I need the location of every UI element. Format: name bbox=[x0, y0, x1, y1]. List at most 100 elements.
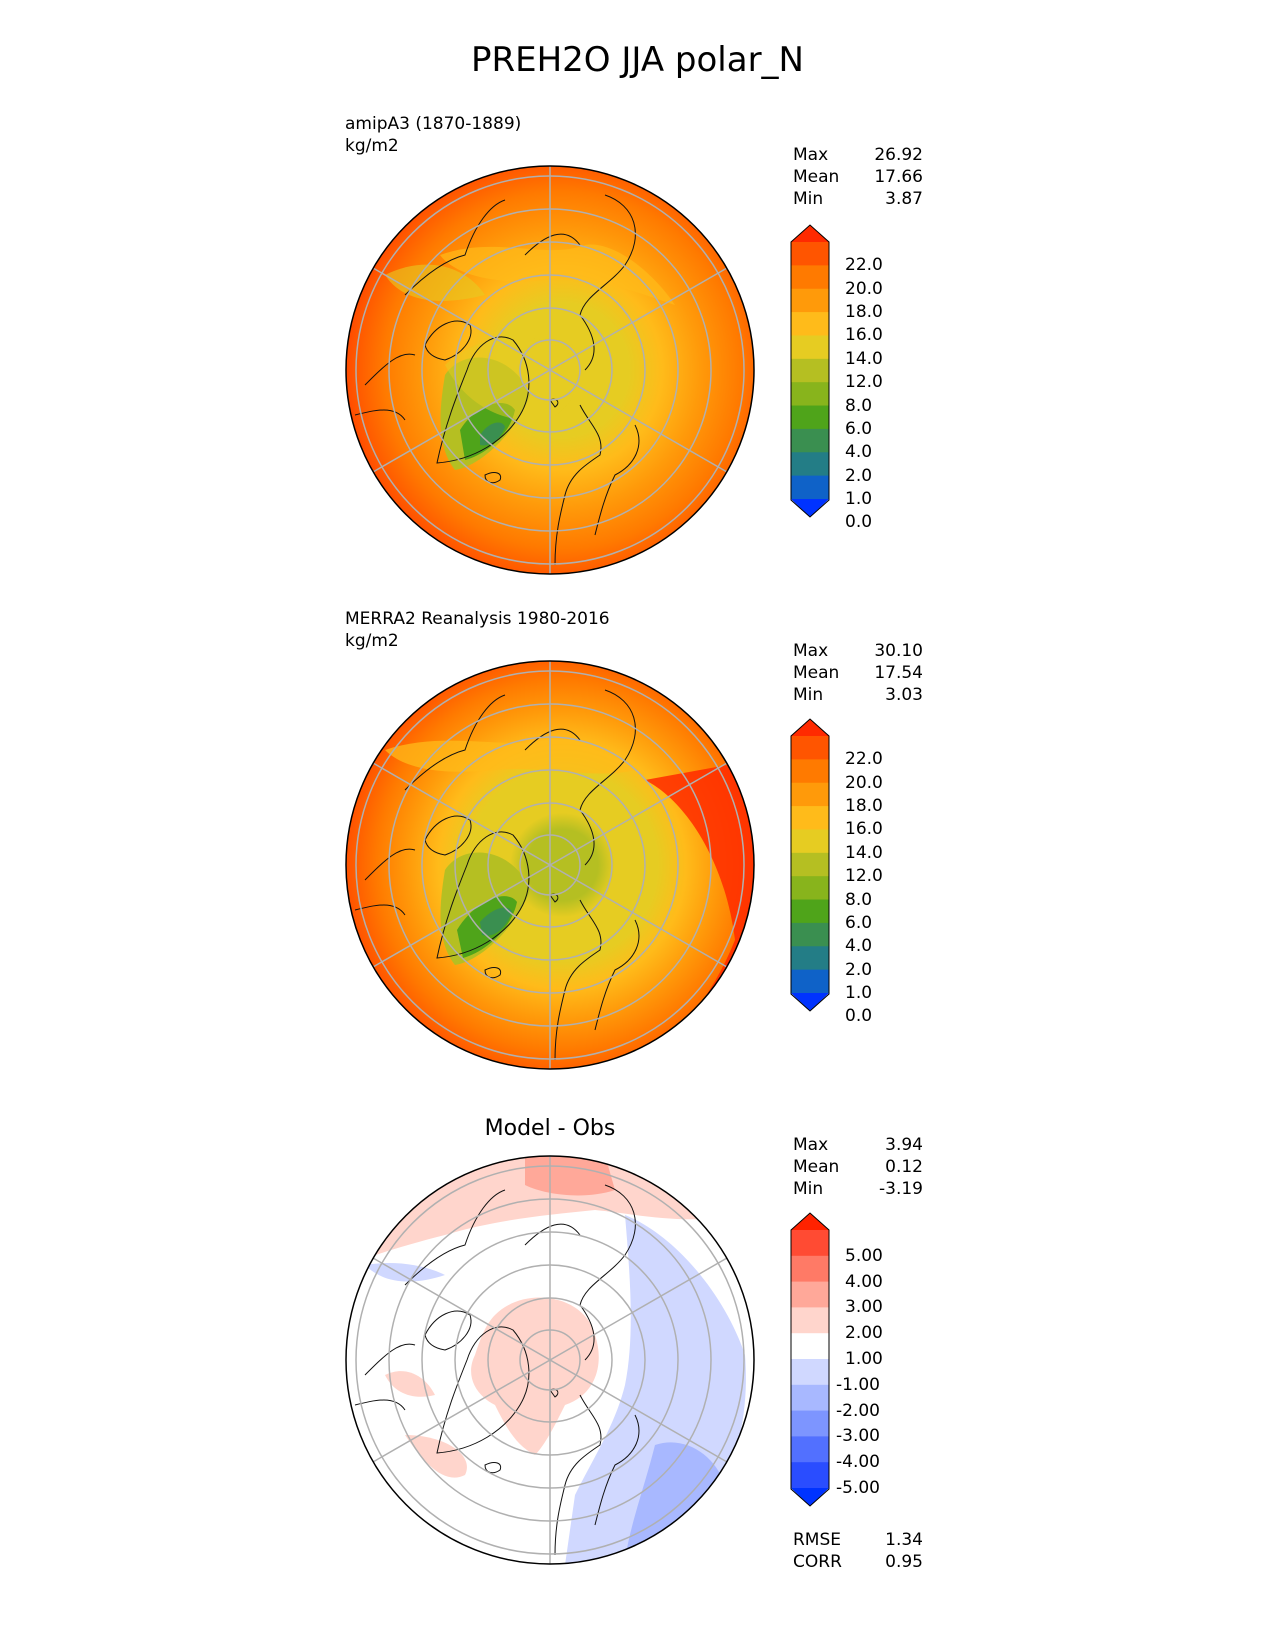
stat-max-value: 30.10 bbox=[874, 641, 923, 661]
colorbar-tick-label: 16.0 bbox=[845, 819, 883, 840]
colorbar-swatch bbox=[791, 1281, 829, 1308]
colorbar-swatch bbox=[791, 1255, 829, 1283]
stat-label: Min bbox=[793, 1179, 824, 1199]
colorbar-swatch bbox=[791, 225, 829, 242]
stat-mean-value: 0.12 bbox=[885, 1157, 923, 1177]
colorbar-tick-label: 4.0 bbox=[845, 442, 873, 463]
colorbar-tick-label: 18.0 bbox=[845, 302, 883, 323]
colorbar-tick-label: 14.0 bbox=[845, 348, 883, 369]
colorbar-tick-label: 0.0 bbox=[845, 512, 873, 533]
panel2-stats: Max 30.10 Mean 17.54 Min 3.03 bbox=[793, 640, 923, 706]
colorbar-swatch bbox=[791, 1359, 829, 1386]
colorbar-swatch bbox=[791, 1488, 829, 1506]
stat-label: Max bbox=[793, 641, 829, 661]
map-boundary bbox=[345, 660, 755, 1070]
stat-label: CORR bbox=[793, 1552, 842, 1572]
colorbar-tick-label: -2.00 bbox=[836, 1400, 880, 1421]
colorbar-swatch bbox=[791, 452, 829, 477]
colorbar-tick-label: 1.0 bbox=[845, 489, 873, 509]
colorbar-swatch bbox=[791, 922, 829, 947]
colorbar-swatches bbox=[791, 225, 829, 517]
panel2-units-label: kg/m2 bbox=[345, 631, 399, 651]
colorbar-outline bbox=[790, 718, 830, 1012]
stat-min-value: 3.03 bbox=[885, 685, 923, 705]
colorbar-tick-label: 6.0 bbox=[845, 912, 873, 933]
colorbar-swatch bbox=[791, 1462, 829, 1489]
colorbar-swatch bbox=[791, 1213, 829, 1230]
panel1-stats: Max 26.92 Mean 17.66 Min 3.87 bbox=[793, 144, 923, 210]
panel2-colorbar bbox=[790, 718, 830, 1012]
colorbar-tick-label: 14.0 bbox=[845, 842, 883, 863]
colorbar-swatch bbox=[791, 335, 829, 360]
negative-region bbox=[365, 1263, 445, 1282]
stat-label: RMSE bbox=[793, 1530, 842, 1550]
panel3-colorbar bbox=[790, 1212, 830, 1507]
panel3-polar-map bbox=[345, 1155, 755, 1565]
colorbar-swatch bbox=[791, 499, 829, 517]
colorbar-swatch bbox=[791, 876, 829, 901]
figure-title: PREH2O JJA polar_N bbox=[471, 40, 804, 80]
stat-label: Min bbox=[793, 189, 824, 209]
colorbar-swatch bbox=[791, 852, 829, 877]
colorbar-swatch bbox=[791, 1410, 829, 1437]
colorbar-swatch bbox=[791, 899, 829, 924]
colorbar-swatch bbox=[791, 405, 829, 430]
map-boundary bbox=[345, 165, 755, 575]
colorbar-outline bbox=[790, 1212, 830, 1507]
rmse-value: 1.34 bbox=[885, 1530, 923, 1550]
panel2-label: MERRA2 Reanalysis 1980-2016 kg/m2 bbox=[345, 608, 610, 652]
stat-label: Mean bbox=[793, 167, 840, 187]
colorbar-tick-label: 12.0 bbox=[845, 372, 883, 393]
colorbar-tick-label: 8.0 bbox=[845, 889, 873, 910]
panel3-stats: Max 3.94 Mean 0.12 Min -3.19 bbox=[793, 1134, 923, 1200]
colorbar-tick-label: 4.00 bbox=[845, 1271, 883, 1292]
positive-region bbox=[405, 1435, 467, 1478]
panel1-run-label: amipA3 (1870-1889) bbox=[345, 114, 522, 134]
colorbar-swatch bbox=[791, 265, 829, 290]
colorbar-swatch bbox=[791, 736, 829, 760]
colorbar-swatch bbox=[791, 475, 829, 500]
colorbar-swatch bbox=[791, 1230, 829, 1257]
colorbar-outline bbox=[790, 224, 830, 518]
colorbar-swatch bbox=[791, 782, 829, 807]
graticule bbox=[355, 166, 745, 574]
colorbar-swatch bbox=[791, 242, 829, 266]
stat-label: Max bbox=[793, 1135, 829, 1155]
stat-min-value: -3.19 bbox=[879, 1179, 923, 1199]
colorbar-tick-label: 20.0 bbox=[845, 772, 883, 793]
colorbar-tick-label: 20.0 bbox=[845, 278, 883, 299]
colorbar-swatch bbox=[791, 288, 829, 313]
panel3-extra-stats: RMSE 1.34 CORR 0.95 bbox=[793, 1529, 923, 1573]
stat-label: Mean bbox=[793, 1157, 840, 1177]
coastlines bbox=[354, 689, 640, 1061]
colorbar-swatch bbox=[791, 428, 829, 453]
colorbar-swatch bbox=[791, 1436, 829, 1463]
colorbar-swatch bbox=[791, 969, 829, 994]
stat-label: Min bbox=[793, 685, 824, 705]
colorbar-tick-label: -5.00 bbox=[836, 1478, 880, 1498]
colorbar-swatch bbox=[791, 829, 829, 854]
colorbar-swatch bbox=[791, 1307, 829, 1334]
stat-label: Mean bbox=[793, 663, 840, 683]
panel1-colorbar bbox=[790, 224, 830, 518]
colorbar-tick-label: 2.0 bbox=[845, 959, 873, 980]
stat-mean-value: 17.66 bbox=[874, 167, 923, 187]
colorbar-tick-label: 22.0 bbox=[845, 749, 883, 770]
greenland-min bbox=[480, 907, 512, 936]
colorbar-tick-label: -4.00 bbox=[836, 1452, 880, 1473]
colorbar-tick-label: 16.0 bbox=[845, 325, 883, 346]
colorbar-tick-label: 0.0 bbox=[845, 1006, 873, 1027]
colorbar-tick-label: 4.0 bbox=[845, 936, 873, 957]
field-region bbox=[385, 739, 635, 774]
positive-region bbox=[525, 1156, 615, 1196]
panel3-title: Model - Obs bbox=[484, 1116, 616, 1141]
panel2-run-label: MERRA2 Reanalysis 1980-2016 bbox=[345, 609, 610, 629]
panel1-label: amipA3 (1870-1889) kg/m2 bbox=[345, 113, 521, 157]
map-boundary bbox=[345, 1155, 755, 1565]
positive-region bbox=[471, 1297, 599, 1455]
colorbar-tick-label: 8.0 bbox=[845, 395, 873, 416]
colorbar-tick-label: 12.0 bbox=[845, 866, 883, 887]
colorbar-swatch bbox=[791, 993, 829, 1011]
colorbar-swatches bbox=[791, 719, 829, 1011]
colorbar-swatch bbox=[791, 358, 829, 383]
